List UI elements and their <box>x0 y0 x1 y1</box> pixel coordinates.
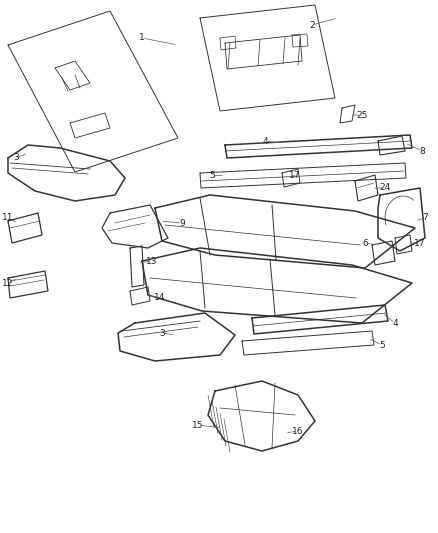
Text: 5: 5 <box>379 341 385 350</box>
Text: 5: 5 <box>209 172 215 181</box>
Text: 1: 1 <box>139 34 145 43</box>
Text: 24: 24 <box>379 183 391 192</box>
Text: 6: 6 <box>362 238 368 247</box>
Text: 17: 17 <box>414 238 426 247</box>
Text: 17: 17 <box>289 171 301 180</box>
Text: 7: 7 <box>422 214 428 222</box>
Text: 14: 14 <box>154 294 166 303</box>
Text: 11: 11 <box>2 214 14 222</box>
Text: 2: 2 <box>309 20 315 29</box>
Text: 16: 16 <box>292 426 304 435</box>
Text: 12: 12 <box>2 279 14 287</box>
Text: 3: 3 <box>13 154 19 163</box>
Text: 3: 3 <box>159 328 165 337</box>
Text: 9: 9 <box>179 219 185 228</box>
Text: 15: 15 <box>192 421 204 430</box>
Text: 8: 8 <box>419 147 425 156</box>
Text: 13: 13 <box>146 256 158 265</box>
Text: 25: 25 <box>356 110 367 119</box>
Text: 4: 4 <box>392 319 398 327</box>
Text: 4: 4 <box>262 136 268 146</box>
